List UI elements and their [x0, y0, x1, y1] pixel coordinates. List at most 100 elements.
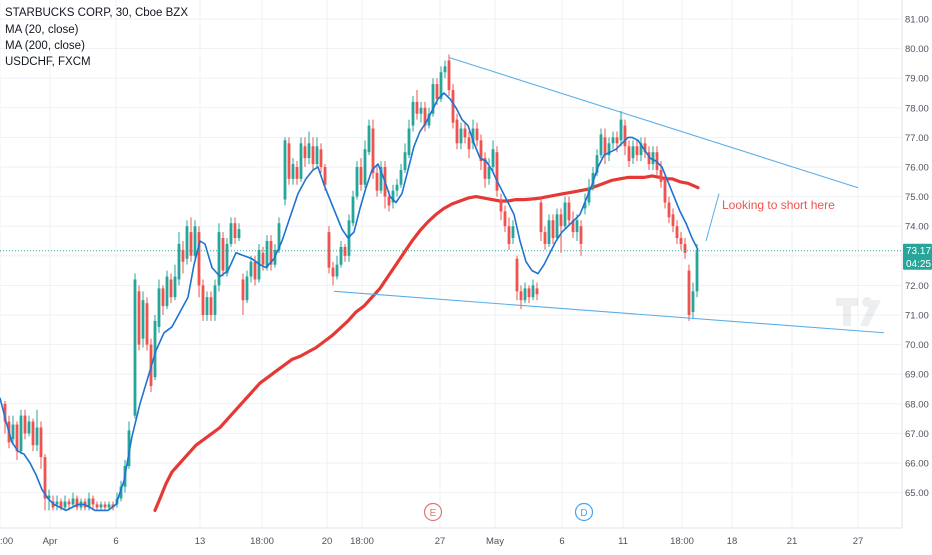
candle — [379, 161, 383, 194]
candle — [173, 264, 177, 301]
candle — [319, 143, 323, 173]
candle-body — [671, 214, 675, 227]
candle — [265, 235, 269, 271]
candle-body — [181, 249, 185, 262]
trendline-lower[interactable] — [333, 290, 885, 334]
candle — [201, 279, 205, 321]
candle — [451, 84, 455, 129]
candle-body — [407, 128, 411, 156]
candle-body — [277, 223, 281, 250]
candle-body — [265, 241, 269, 268]
candle — [611, 131, 615, 150]
annotation-text[interactable]: Looking to short here — [722, 198, 835, 212]
candle — [165, 270, 169, 310]
grid — [0, 0, 902, 528]
candle — [667, 196, 671, 224]
candle-body — [229, 223, 233, 244]
candle — [463, 122, 467, 144]
candle-body — [675, 226, 679, 239]
candle-body — [415, 101, 419, 114]
candle — [499, 193, 503, 221]
candle-body — [403, 152, 407, 170]
candle — [675, 220, 679, 244]
earnings-marker[interactable]: E — [423, 502, 443, 522]
candle-body — [201, 285, 205, 315]
candle-body — [543, 232, 547, 244]
candle-body — [55, 501, 59, 505]
candle — [185, 220, 189, 265]
candle-body — [547, 220, 551, 244]
candle — [205, 291, 209, 321]
time-scale[interactable] — [0, 528, 932, 550]
candle-body — [95, 504, 99, 508]
candle — [339, 241, 343, 268]
candle-body — [651, 152, 655, 165]
candle — [23, 409, 27, 440]
candle-body — [431, 84, 435, 114]
candle — [283, 137, 287, 206]
trendline-upper[interactable] — [448, 56, 859, 189]
candle — [619, 110, 623, 147]
candle-body — [571, 220, 575, 233]
candle — [35, 409, 39, 452]
candle — [567, 196, 571, 227]
legend-ma20[interactable]: MA (20, close) — [5, 24, 79, 36]
dividend-marker[interactable]: D — [574, 502, 594, 522]
last-price-badge: 73.17 04:25 — [903, 243, 932, 270]
candle-body — [27, 421, 31, 434]
candle — [99, 501, 103, 511]
candle-body — [619, 119, 623, 141]
candle-body — [249, 261, 253, 277]
candle-body — [291, 164, 295, 179]
candle-body — [627, 146, 631, 162]
candle — [411, 95, 415, 132]
candlestick-series — [3, 54, 699, 511]
candle-body — [551, 220, 555, 239]
candle-body — [153, 320, 157, 378]
candle — [391, 184, 395, 209]
candle-body — [631, 146, 635, 159]
time-tick-label: 18:00 — [350, 536, 374, 547]
candle-body — [615, 137, 619, 144]
candle-body — [567, 202, 571, 221]
candle-body — [575, 220, 579, 233]
candle-body — [213, 285, 217, 315]
candle-body — [363, 149, 367, 185]
candle — [145, 297, 149, 351]
candle — [311, 137, 315, 170]
price-tick-label: 79.00 — [905, 74, 929, 85]
candle — [695, 243, 699, 298]
candle-body — [157, 288, 161, 327]
legend-symbol[interactable]: STARBUCKS CORP, 30, Cboe BZX — [5, 7, 188, 19]
candle-body — [523, 288, 527, 301]
candle-body — [141, 300, 145, 339]
candle-body — [331, 267, 335, 277]
candle-body — [419, 107, 423, 114]
candle-body — [221, 238, 225, 271]
candle — [237, 223, 241, 241]
candle — [355, 161, 359, 200]
candle-body — [161, 288, 165, 307]
candle-body — [423, 107, 427, 126]
candle-body — [351, 196, 355, 224]
legend-overlay[interactable]: USDCHF, FXCM — [5, 56, 91, 68]
candle-body — [107, 504, 111, 508]
candle-body — [411, 101, 415, 126]
candle-body — [587, 187, 591, 203]
candle — [157, 279, 161, 333]
candle — [169, 273, 173, 304]
candle-body — [233, 223, 237, 239]
candle-body — [39, 427, 43, 458]
candle — [467, 131, 471, 159]
candle — [11, 415, 15, 446]
candle — [491, 140, 495, 173]
candle — [95, 501, 99, 511]
candle-body — [99, 504, 103, 508]
candle-body — [479, 140, 483, 162]
candle — [575, 214, 579, 241]
candle-body — [339, 246, 343, 265]
candle — [683, 238, 687, 259]
legend-ma200[interactable]: MA (200, close) — [5, 40, 85, 52]
